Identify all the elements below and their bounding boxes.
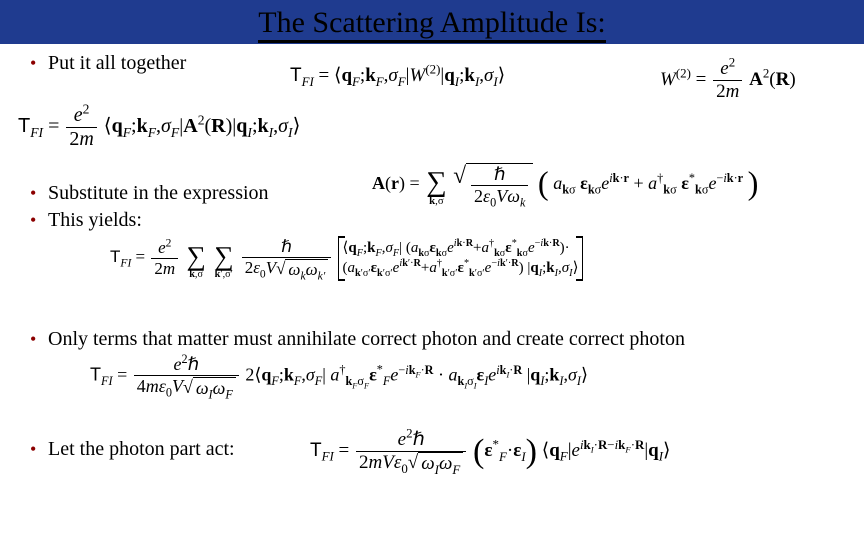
eq-tfi-expanded: TFI = e22m ⟨qF;kF,σF|A2(R)|qI;kI,σI⟩ [18,104,300,151]
bullet-1: • Put it all together [30,52,220,75]
bullet-dot-icon: • [30,330,48,348]
bullet-dot-icon: • [30,211,48,229]
bullet-4-text: Only terms that matter must annihilate c… [48,328,685,351]
bullet-2: • Substitute in the expression [30,182,269,205]
eq-A-expansion: A(r) = ∑k,σ √ ℏ2ε0Vωk ( akσ εkσeik·r + a… [372,162,758,207]
eq-w2-def: W(2) = e22m A2(R) [660,58,796,103]
bullet-5: • Let the photon part act: [30,438,235,461]
bullet-5-text: Let the photon part act: [48,438,235,461]
eq-tfi-def: TFI = ⟨qF;kF,σF|W(2)|qI;kI,σI⟩ [290,64,505,87]
eq-tfi-photon: TFI = e2ℏ 2mVε0√ωIωF (ε*F·εI) ⟨qF|eikI·R… [310,428,670,475]
bullet-1-text: Put it all together [48,52,186,75]
bullet-2-text: Substitute in the expression [48,182,269,205]
title-bar: The Scattering Amplitude Is: [0,0,864,44]
bullet-dot-icon: • [30,184,48,202]
bullet-3: • This yields: [30,209,269,232]
bullet-3-text: This yields: [48,209,142,232]
eq-tfi-matter: TFI = e2ℏ 4mε0V√ωIωF 2⟨qF;kF,σF| a†kFσFε… [90,354,588,399]
bullet-dot-icon: • [30,54,48,72]
bullet-4: • Only terms that matter must annihilate… [30,328,685,351]
eq-tfi-double-sum: TFI = e22m ∑k,σ ∑k′,σ′ ℏ 2ε0V√ωkωk′ ⟨qF;… [110,236,583,281]
bullet-dot-icon: • [30,440,48,458]
page-title: The Scattering Amplitude Is: [258,6,605,43]
